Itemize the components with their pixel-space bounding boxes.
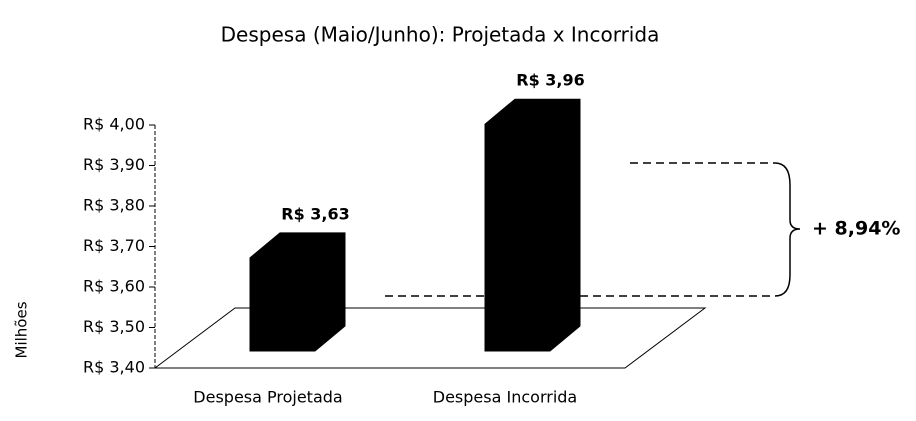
annotation: + 8,94% bbox=[812, 218, 900, 240]
value-label: R$ 3,96 bbox=[516, 71, 585, 90]
x-tick-label: Despesa Incorrida bbox=[433, 388, 577, 407]
y-tick-label: R$ 3,90 bbox=[83, 155, 145, 174]
y-tick-label: R$ 4,00 bbox=[83, 115, 145, 134]
chart-title: Despesa (Maio/Junho): Projetada x Incorr… bbox=[221, 23, 660, 47]
x-tick-label: Despesa Projetada bbox=[193, 388, 342, 407]
bar bbox=[484, 98, 581, 352]
value-label: R$ 3,63 bbox=[281, 204, 350, 223]
y-tick-label: R$ 3,60 bbox=[83, 277, 145, 296]
y-tick-label: R$ 3,80 bbox=[83, 196, 145, 215]
bar bbox=[249, 232, 346, 352]
y-tick-label: R$ 3,70 bbox=[83, 236, 145, 255]
brace bbox=[774, 162, 801, 297]
y-tick-label: R$ 3,50 bbox=[83, 317, 145, 336]
y-axis-label: Milhões bbox=[13, 301, 31, 358]
y-tick-label: R$ 3,40 bbox=[83, 358, 145, 377]
floor bbox=[153, 307, 707, 369]
